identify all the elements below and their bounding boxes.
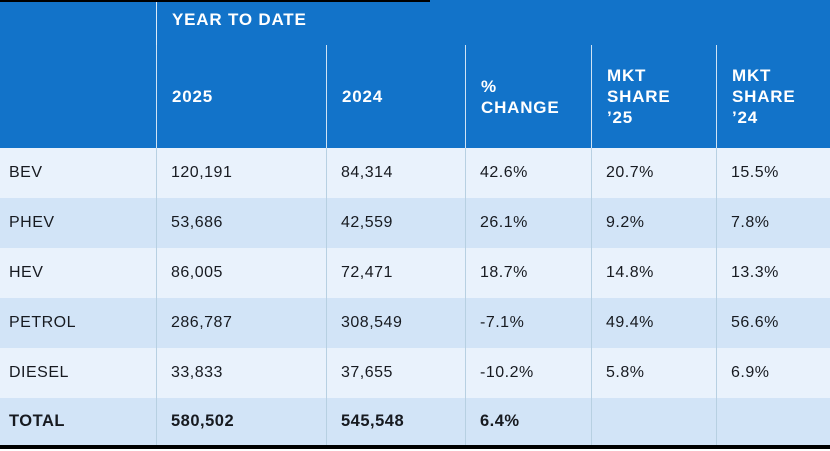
- cell-mkt-share-24: 13.3%: [716, 248, 830, 298]
- cell-2025: 120,191: [156, 148, 326, 198]
- row-label: TOTAL: [9, 412, 65, 430]
- cell-2025: 53,686: [156, 198, 326, 248]
- cell-mkt-share-24: 15.5%: [716, 148, 830, 198]
- cell-pct-change: 26.1%: [465, 198, 591, 248]
- cell-2025: 33,833: [156, 348, 326, 398]
- table-row-diesel: DIESEL 33,833 37,655 -10.2% 5.8% 6.9%: [0, 348, 830, 398]
- cell-pct-change: -10.2%: [465, 348, 591, 398]
- group-header-cell: YEAR TO DATE: [156, 0, 830, 45]
- table-row-bev: BEV 120,191 84,314 42.6% 20.7% 15.5%: [0, 148, 830, 198]
- table-title: YEAR TO DATE: [172, 10, 307, 29]
- cell-2024: 72,471: [326, 248, 465, 298]
- cell-mkt-share-25: 9.2%: [591, 198, 716, 248]
- row-label: PETROL: [9, 314, 77, 331]
- column-header-2024: 2024: [326, 45, 465, 148]
- row-label: BEV: [9, 164, 43, 181]
- column-header-row: 2025 2024 % CHANGE MKT SHARE ’25 MKT SHA…: [0, 45, 830, 148]
- table-row-hev: HEV 86,005 72,471 18.7% 14.8% 13.3%: [0, 248, 830, 298]
- cell-2024: 545,548: [326, 398, 465, 445]
- cell-pct-change: 18.7%: [465, 248, 591, 298]
- row-label: HEV: [9, 264, 44, 281]
- header-corner-spacer: [0, 0, 156, 45]
- table-body: BEV 120,191 84,314 42.6% 20.7% 15.5% PHE…: [0, 148, 830, 445]
- cell-pct-change: 42.6%: [465, 148, 591, 198]
- cell-mkt-share-24: 6.9%: [716, 348, 830, 398]
- cell-2024: 308,549: [326, 298, 465, 348]
- bottom-crop-line: [0, 445, 830, 449]
- table-row-phev: PHEV 53,686 42,559 26.1% 9.2% 7.8%: [0, 198, 830, 248]
- cell-2025: 286,787: [156, 298, 326, 348]
- cell-2024: 37,655: [326, 348, 465, 398]
- cell-mkt-share-25: 49.4%: [591, 298, 716, 348]
- cell-2025: 580,502: [156, 398, 326, 445]
- cell-mkt-share-24: 56.6%: [716, 298, 830, 348]
- column-header-mkt-share-25: MKT SHARE ’25: [591, 45, 716, 148]
- cell-2025: 86,005: [156, 248, 326, 298]
- column-header-2025: 2025: [156, 45, 326, 148]
- cell-mkt-share-24: 7.8%: [716, 198, 830, 248]
- top-crop-line: [0, 0, 430, 2]
- table-row-petrol: PETROL 286,787 308,549 -7.1% 49.4% 56.6%: [0, 298, 830, 348]
- cell-mkt-share-25: 20.7%: [591, 148, 716, 198]
- cell-2024: 84,314: [326, 148, 465, 198]
- column-header-pct-change: % CHANGE: [465, 45, 591, 148]
- cell-mkt-share-25: 5.8%: [591, 348, 716, 398]
- row-label: DIESEL: [9, 364, 69, 381]
- row-label-column-spacer: [0, 45, 156, 148]
- cell-mkt-share-24: [716, 398, 830, 445]
- cell-mkt-share-25: 14.8%: [591, 248, 716, 298]
- cell-pct-change: -7.1%: [465, 298, 591, 348]
- cell-pct-change: 6.4%: [465, 398, 591, 445]
- cell-2024: 42,559: [326, 198, 465, 248]
- table-row-total: TOTAL 580,502 545,548 6.4%: [0, 398, 830, 445]
- column-header-mkt-share-24: MKT SHARE ’24: [716, 45, 830, 148]
- cell-mkt-share-25: [591, 398, 716, 445]
- row-label: PHEV: [9, 214, 55, 231]
- table-header: YEAR TO DATE 2025 2024 % CHANGE MKT SHAR…: [0, 0, 830, 148]
- group-header-row: YEAR TO DATE: [0, 0, 830, 45]
